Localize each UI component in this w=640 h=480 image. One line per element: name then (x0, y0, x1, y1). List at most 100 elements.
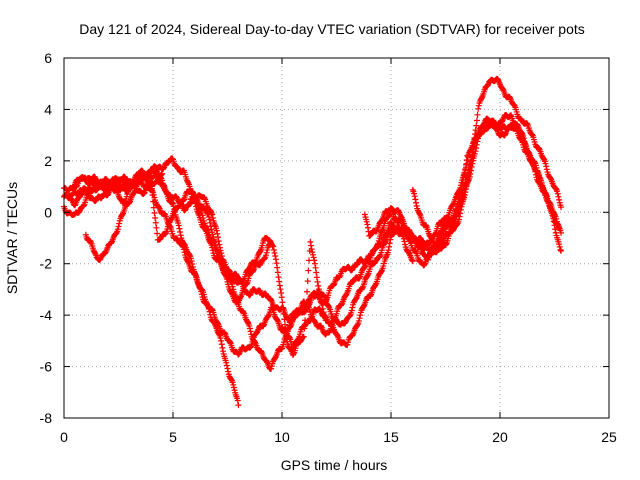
data-point-group (108, 184, 126, 205)
data-point-group (65, 189, 82, 200)
data-point-group (512, 120, 529, 148)
data-point-group (289, 333, 307, 359)
data-point-group (202, 300, 219, 324)
data-point-group (442, 206, 459, 230)
series-track-10 (409, 152, 471, 250)
data-point-group (279, 323, 296, 357)
y-tick-label: -8 (40, 410, 53, 426)
data-point-group (381, 217, 398, 247)
data-point (464, 152, 471, 159)
x-tick-label: 10 (274, 429, 290, 445)
data-point-group (148, 179, 161, 237)
data-point-group (344, 321, 361, 348)
data-point-group (154, 223, 171, 243)
data-point-group (442, 222, 459, 249)
data-point-group (414, 238, 431, 263)
data-point-group (518, 117, 536, 138)
data-point-group (370, 241, 387, 267)
data-point-group (479, 120, 496, 132)
data-point (558, 247, 565, 254)
y-tick-label: -2 (40, 256, 53, 272)
y-tick-label: 0 (44, 204, 52, 220)
data-point-group (180, 246, 198, 276)
data-point-group (270, 243, 289, 333)
series-track-8 (279, 238, 329, 359)
data-point-group (165, 202, 182, 228)
x-tick-label: 20 (492, 429, 508, 445)
data-point-group (231, 275, 248, 286)
data-point-group (377, 208, 394, 240)
data-point-group (497, 81, 514, 102)
data-point-group (198, 193, 215, 217)
data-point-group (191, 270, 209, 306)
data-point-group (420, 221, 437, 248)
y-tick-label: 6 (44, 50, 52, 66)
data-point-group (409, 186, 427, 228)
chart-title: Day 121 of 2024, Sidereal Day-to-day VTE… (79, 21, 585, 37)
data-point-group (235, 275, 252, 306)
data-point-group (361, 211, 372, 235)
data-point (159, 170, 166, 177)
data-point-group (333, 290, 350, 317)
data-point-group (209, 211, 226, 263)
data-point-group (257, 288, 274, 302)
data-point-group (388, 204, 405, 236)
ticks: 0 5 10 15 20 25 -8 -6 -4 -2 0 2 4 6 (40, 50, 617, 445)
data-point-group (148, 166, 165, 179)
data-point-group (104, 226, 121, 251)
data-point-group (202, 206, 219, 253)
data-point-group (82, 231, 100, 259)
x-tick-label: 5 (169, 429, 177, 445)
series-track-9 (361, 204, 416, 265)
data-point-group (213, 318, 230, 342)
data-point-group (551, 184, 564, 209)
data-point-group (170, 232, 187, 251)
data-point-group (333, 265, 350, 281)
data-layer (61, 75, 565, 409)
data-point-group (93, 246, 110, 264)
data-point-group (337, 309, 355, 328)
y-tick-label: 2 (44, 153, 52, 169)
data-point-group (348, 285, 366, 314)
data-point-group (307, 238, 320, 276)
data-point-group (69, 175, 86, 191)
data-point-group (344, 260, 361, 274)
x-tick-label: 25 (601, 429, 617, 445)
data-point-group (224, 365, 241, 404)
series-track-6 (82, 166, 166, 264)
x-tick-label: 0 (60, 429, 68, 445)
data-point (558, 204, 565, 211)
data-point-group (475, 80, 492, 112)
data-point-group (468, 126, 485, 171)
data-point-group (115, 176, 132, 188)
data-point-group (529, 132, 546, 161)
data-point (555, 224, 562, 231)
data-point-group (115, 200, 132, 230)
y-tick-label: -6 (40, 359, 53, 375)
data-point-group (246, 323, 263, 351)
data-point-group (403, 224, 420, 245)
data-point-group (313, 274, 328, 320)
data-point-group (213, 325, 230, 369)
data-point-group (507, 96, 525, 123)
data-point-group (534, 168, 551, 205)
data-point-group (322, 313, 339, 337)
data-point-group (300, 247, 313, 340)
data-point-group (453, 157, 470, 212)
plot-frame (63, 57, 610, 419)
data-point-group (442, 194, 459, 222)
data-point-group (540, 155, 557, 190)
data-point-group (268, 296, 285, 313)
x-axis-title: GPS time / hours (281, 457, 388, 473)
data-point (322, 317, 329, 324)
data-point-group (551, 222, 564, 253)
data-point-group (80, 174, 100, 188)
series-track-7 (187, 195, 275, 306)
data-point-group (187, 195, 209, 213)
data-point (268, 240, 275, 247)
data-point-group (76, 187, 93, 201)
data-point-group (213, 250, 230, 283)
data-point-group (71, 199, 89, 218)
y-tick-label: -4 (40, 307, 53, 323)
